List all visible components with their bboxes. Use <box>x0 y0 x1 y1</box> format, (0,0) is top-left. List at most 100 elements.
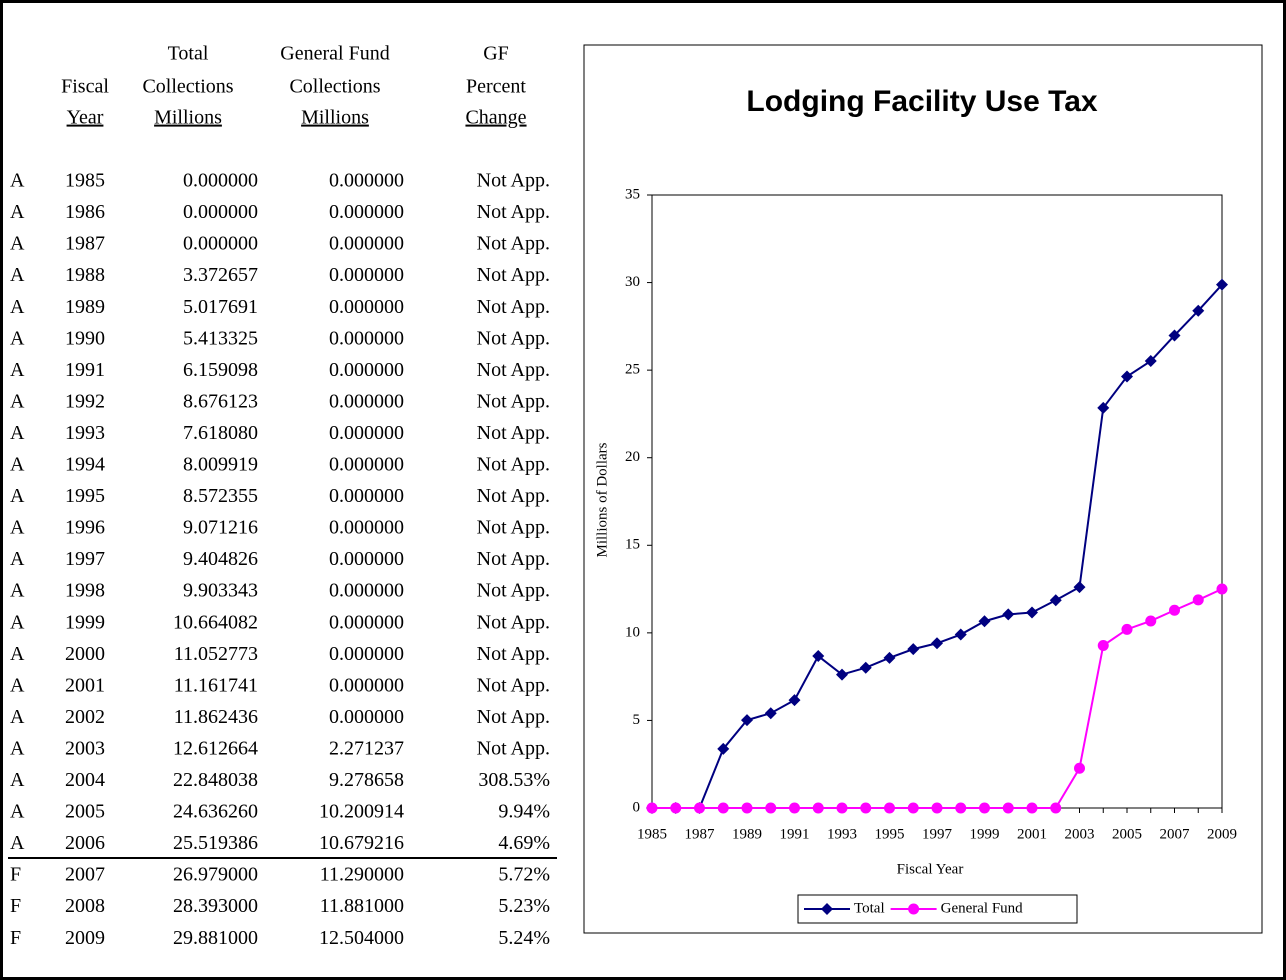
table-cell: A <box>10 643 25 665</box>
data-point <box>907 643 920 656</box>
table-cell: 1993 <box>65 422 105 444</box>
table-cell: 1992 <box>65 390 105 412</box>
table-cell: 11.862436 <box>174 706 258 728</box>
table-cell: Not App. <box>477 517 550 539</box>
y-tick-label: 35 <box>625 186 640 202</box>
table-cell: 1988 <box>65 264 105 286</box>
table-cell: Not App. <box>477 390 550 412</box>
table-cell: 0.000000 <box>329 264 404 286</box>
data-point <box>741 714 753 727</box>
column-header: GF <box>483 43 509 65</box>
legend <box>797 894 1078 924</box>
data-point <box>1026 606 1038 619</box>
x-tick-label: 1989 <box>732 826 762 842</box>
table-cell: 22.848038 <box>173 769 258 791</box>
table-cell: 10.664082 <box>173 611 258 633</box>
table-cell: Not App. <box>477 548 550 570</box>
column-header: Millions <box>301 107 369 129</box>
table-cell: 9.071216 <box>183 517 258 539</box>
table-cell: 0.000000 <box>329 643 404 665</box>
data-point <box>670 802 682 814</box>
column-header: Change <box>465 107 526 129</box>
data-point <box>836 802 848 814</box>
column-header: Collections <box>289 76 380 98</box>
x-tick-label: 2007 <box>1160 826 1191 842</box>
data-point <box>812 650 825 663</box>
data-point <box>955 802 967 814</box>
data-point <box>717 802 729 814</box>
legend-label: General Fund <box>941 900 1024 916</box>
data-point <box>1145 615 1157 627</box>
table-cell: 11.290000 <box>320 864 404 886</box>
column-header: Percent <box>466 76 526 98</box>
data-point <box>1216 583 1228 595</box>
table-cell: 1995 <box>65 485 105 507</box>
table-cell: 0.000000 <box>183 170 258 192</box>
chart-title: Lodging Facility Use Tax <box>746 85 1097 118</box>
table-cell: Not App. <box>477 422 550 444</box>
table-cell: 1994 <box>65 454 105 476</box>
data-point <box>1097 401 1110 414</box>
data-point <box>1002 608 1015 621</box>
table-cell: 0.000000 <box>329 706 404 728</box>
data-point <box>741 802 753 814</box>
table-cell: Not App. <box>477 359 550 381</box>
table-cell: 5.24% <box>498 927 550 949</box>
data-point <box>1192 594 1204 606</box>
table-cell: A <box>10 170 25 192</box>
table-cell: A <box>10 832 25 854</box>
table-cell: A <box>10 580 25 602</box>
table-cell: 0.000000 <box>329 580 404 602</box>
table-cell: 12.504000 <box>319 927 404 949</box>
data-point <box>931 637 943 650</box>
data-point <box>1026 802 1038 814</box>
data-point <box>1074 762 1085 774</box>
y-tick-label: 15 <box>625 537 640 553</box>
table-cell: 1990 <box>65 327 105 349</box>
column-header: Year <box>67 107 104 129</box>
table-cell: 25.519386 <box>173 832 258 854</box>
table-cell: A <box>10 327 25 349</box>
column-header: Total <box>168 43 209 65</box>
table-cell: 0.000000 <box>329 233 404 255</box>
data-point <box>1216 278 1228 291</box>
table-cell: 0.000000 <box>329 359 404 381</box>
table-cell: 10.679216 <box>319 832 404 854</box>
table-cell: 8.676123 <box>183 390 258 412</box>
data-point <box>1169 604 1180 616</box>
table-cell: A <box>10 233 25 255</box>
data-point <box>765 802 777 814</box>
data-point <box>764 707 777 720</box>
table-cell: 0.000000 <box>329 296 404 318</box>
data-point <box>1002 802 1014 814</box>
table-cell: 3.372657 <box>183 264 258 286</box>
table-cell: 0.000000 <box>329 517 404 539</box>
table-cell: 2001 <box>65 674 105 696</box>
x-tick-label: 1985 <box>637 826 667 842</box>
table-cell: 5.72% <box>498 864 550 886</box>
table-cell: 1998 <box>65 580 105 602</box>
table-cell: 11.881000 <box>320 895 404 917</box>
table-cell: 0.000000 <box>329 454 404 476</box>
table-cell: 2006 <box>65 832 105 854</box>
data-point <box>978 615 991 628</box>
data-point <box>694 802 705 814</box>
data-point <box>1073 581 1086 594</box>
data-point <box>1192 304 1205 317</box>
table-cell: 9.404826 <box>183 548 258 570</box>
table-cell: A <box>10 454 25 476</box>
table-cell: 0.000000 <box>329 485 404 507</box>
series-line <box>652 283 1223 809</box>
y-tick-label: 5 <box>633 712 641 728</box>
table-cell: Not App. <box>477 201 550 223</box>
table-cell: 0.000000 <box>329 611 404 633</box>
table-cell: 2.271237 <box>329 737 404 759</box>
table-cell: 0.000000 <box>329 327 404 349</box>
table-cell: 29.881000 <box>173 927 258 949</box>
table-cell: 6.159098 <box>183 359 258 381</box>
table-cell: 1986 <box>65 201 105 223</box>
table-cell: 0.000000 <box>329 170 404 192</box>
table-cell: 11.052773 <box>174 643 258 665</box>
chart-frame <box>583 44 1263 934</box>
data-point <box>859 661 872 674</box>
